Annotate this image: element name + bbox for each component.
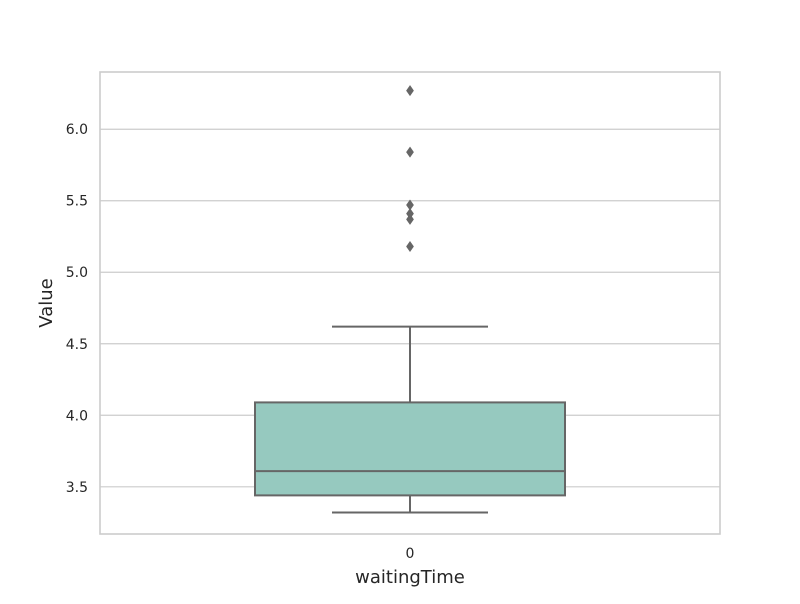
y-axis-label: Value [36, 278, 57, 327]
plot-frame [99, 71, 721, 535]
y-tick-label: 4.0 [66, 408, 88, 424]
y-tick-label: 3.5 [66, 480, 88, 496]
frame-layer [99, 71, 721, 535]
outlier-point [406, 146, 414, 158]
x-tick-label: 0 [406, 546, 415, 562]
box-layer [254, 85, 566, 514]
outlier-point [406, 85, 414, 97]
outlier-point [406, 213, 414, 225]
x-axis-label: waitingTime [355, 567, 465, 588]
box-iqr [254, 401, 566, 497]
y-tick-label: 5.0 [66, 265, 88, 281]
y-tick-label: 5.5 [66, 194, 88, 210]
outlier-point [406, 208, 414, 220]
outlier-point [406, 240, 414, 253]
outlier-point [406, 199, 414, 211]
y-tick-label: 6.0 [66, 122, 88, 138]
tick-layer: 3.5 4.0 4.5 5.0 5.5 6.0 0 [66, 122, 415, 562]
y-tick-label: 4.5 [66, 337, 88, 353]
